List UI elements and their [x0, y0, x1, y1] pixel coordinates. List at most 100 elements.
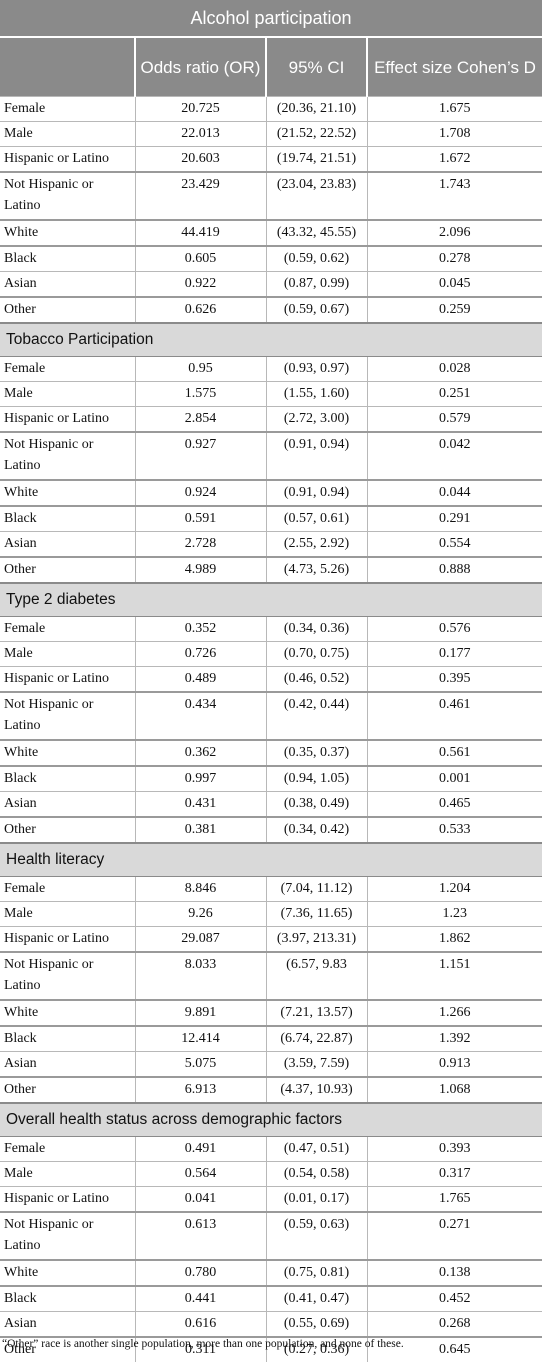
column-header-row: Odds ratio (OR) 95% CI Effect size Cohen…: [0, 37, 542, 97]
odds-ratio-cell: 0.491: [134, 1136, 266, 1162]
ci-cell: (0.46, 0.52): [265, 666, 367, 692]
table-row: Hispanic or Latino 29.087 (3.97, 213.31) 1.…: [0, 926, 542, 952]
effect-size-cell: 1.765: [366, 1186, 542, 1212]
table-row: Hispanic or Latino 0.041 (0.01, 0.17) 1.765: [0, 1186, 542, 1212]
effect-size-cell: 0.465: [366, 791, 542, 817]
table-row: Black 0.997 (0.94, 1.05) 0.001: [0, 765, 542, 792]
table-row: Female 0.491 (0.47, 0.51) 0.393: [0, 1136, 542, 1162]
ci-cell: (6.57, 9.83: [265, 951, 367, 1000]
row-label: Hispanic or Latino: [0, 146, 135, 172]
row-label: Asian: [0, 271, 135, 297]
section-title: Type 2 diabetes: [0, 582, 542, 617]
ci-cell: (3.59, 7.59): [265, 1051, 367, 1077]
table-row: Female 0.95 (0.93, 0.97) 0.028: [0, 356, 542, 382]
odds-ratio-cell: 0.591: [134, 505, 266, 532]
odds-ratio-cell: 29.087: [134, 926, 266, 952]
table-row: Asian 0.616 (0.55, 0.69) 0.268: [0, 1311, 542, 1337]
odds-ratio-cell: 0.434: [134, 691, 266, 740]
ci-cell: (2.55, 2.92): [265, 531, 367, 557]
table-row: Other 6.913 (4.37, 10.93) 1.068: [0, 1076, 542, 1103]
row-label: White: [0, 479, 135, 506]
row-label: Not Hispanic or Latino: [0, 951, 135, 1000]
odds-ratio-cell: 0.352: [134, 616, 266, 642]
ci-cell: (6.74, 22.87): [265, 1025, 367, 1052]
row-label: Black: [0, 1285, 135, 1312]
effect-size-cell: 0.138: [366, 1259, 542, 1286]
row-label: Other: [0, 556, 135, 583]
row-label: Hispanic or Latino: [0, 406, 135, 432]
ci-cell: (4.37, 10.93): [265, 1076, 367, 1103]
ci-cell: (0.57, 0.61): [265, 505, 367, 532]
effect-size-cell: 1.266: [366, 999, 542, 1026]
odds-ratio-cell: 4.989: [134, 556, 266, 583]
ci-cell: (0.59, 0.63): [265, 1211, 367, 1260]
effect-size-cell: 1.862: [366, 926, 542, 952]
ci-cell: (0.91, 0.94): [265, 479, 367, 506]
ci-cell: (0.34, 0.42): [265, 816, 367, 843]
row-label: Other: [0, 296, 135, 323]
row-label: Male: [0, 901, 135, 927]
ci-cell: (4.73, 5.26): [265, 556, 367, 583]
section-header-row: Overall health status across demographic…: [0, 1102, 542, 1137]
odds-ratio-cell: 0.041: [134, 1186, 266, 1212]
ci-cell: (0.01, 0.17): [265, 1186, 367, 1212]
effect-size-cell: 0.177: [366, 641, 542, 667]
effect-size-cell: 0.576: [366, 616, 542, 642]
row-label: Female: [0, 616, 135, 642]
effect-size-cell: 0.045: [366, 271, 542, 297]
effect-size-cell: 0.291: [366, 505, 542, 532]
effect-size-cell: 1.708: [366, 121, 542, 147]
table-row: Male 0.564 (0.54, 0.58) 0.317: [0, 1161, 542, 1187]
row-label: Not Hispanic or Latino: [0, 171, 135, 220]
effect-size-cell: 0.028: [366, 356, 542, 382]
table-row: Asian 0.922 (0.87, 0.99) 0.045: [0, 271, 542, 297]
section-title: Tobacco Participation: [0, 322, 542, 357]
odds-ratio-cell: 0.95: [134, 356, 266, 382]
table-row: Black 12.414 (6.74, 22.87) 1.392: [0, 1025, 542, 1052]
section-title: Overall health status across demographic…: [0, 1102, 542, 1137]
table-row: Asian 0.431 (0.38, 0.49) 0.465: [0, 791, 542, 817]
ci-cell: (1.55, 1.60): [265, 381, 367, 407]
table-row: Not Hispanic or Latino 0.613 (0.59, 0.63) 0…: [0, 1211, 542, 1260]
table-row: Black 0.605 (0.59, 0.62) 0.278: [0, 245, 542, 272]
ci-cell: (7.36, 11.65): [265, 901, 367, 927]
row-label: Asian: [0, 1051, 135, 1077]
odds-ratio-cell: 1.575: [134, 381, 266, 407]
table-row: Other 0.381 (0.34, 0.42) 0.533: [0, 816, 542, 843]
effect-size-cell: 1.151: [366, 951, 542, 1000]
ci-cell: (0.47, 0.51): [265, 1136, 367, 1162]
odds-ratio-cell: 0.613: [134, 1211, 266, 1260]
odds-ratio-cell: 12.414: [134, 1025, 266, 1052]
odds-ratio-cell: 23.429: [134, 171, 266, 220]
table-title-row: Alcohol participation: [0, 0, 542, 38]
table-row: Other 4.989 (4.73, 5.26) 0.888: [0, 556, 542, 583]
odds-ratio-cell: 8.033: [134, 951, 266, 1000]
row-label: Hispanic or Latino: [0, 666, 135, 692]
row-label: Asian: [0, 791, 135, 817]
table-row: Other 0.626 (0.59, 0.67) 0.259: [0, 296, 542, 323]
odds-ratio-cell: 6.913: [134, 1076, 266, 1103]
odds-ratio-cell: 0.626: [134, 296, 266, 323]
effect-size-cell: 0.317: [366, 1161, 542, 1187]
row-label: Male: [0, 1161, 135, 1187]
ci-cell: (0.38, 0.49): [265, 791, 367, 817]
effect-size-cell: 0.554: [366, 531, 542, 557]
row-label: Hispanic or Latino: [0, 926, 135, 952]
ci-cell: (20.36, 21.10): [265, 96, 367, 122]
row-label: Not Hispanic or Latino: [0, 431, 135, 480]
effect-size-cell: 2.096: [366, 219, 542, 246]
odds-ratio-cell: 20.725: [134, 96, 266, 122]
table-footnote: “Other” race is another single populatio…: [2, 1338, 404, 1350]
effect-size-cell: 0.561: [366, 739, 542, 766]
ci-cell: (0.87, 0.99): [265, 271, 367, 297]
ci-cell: (0.59, 0.62): [265, 245, 367, 272]
row-label: Female: [0, 1136, 135, 1162]
row-label: Male: [0, 121, 135, 147]
ci-cell: (0.93, 0.97): [265, 356, 367, 382]
ci-cell: (7.04, 11.12): [265, 876, 367, 902]
row-label: Female: [0, 96, 135, 122]
row-label: Not Hispanic or Latino: [0, 691, 135, 740]
table-row: Not Hispanic or Latino 8.033 (6.57, 9.83 1.…: [0, 951, 542, 1000]
effect-size-cell: 0.042: [366, 431, 542, 480]
